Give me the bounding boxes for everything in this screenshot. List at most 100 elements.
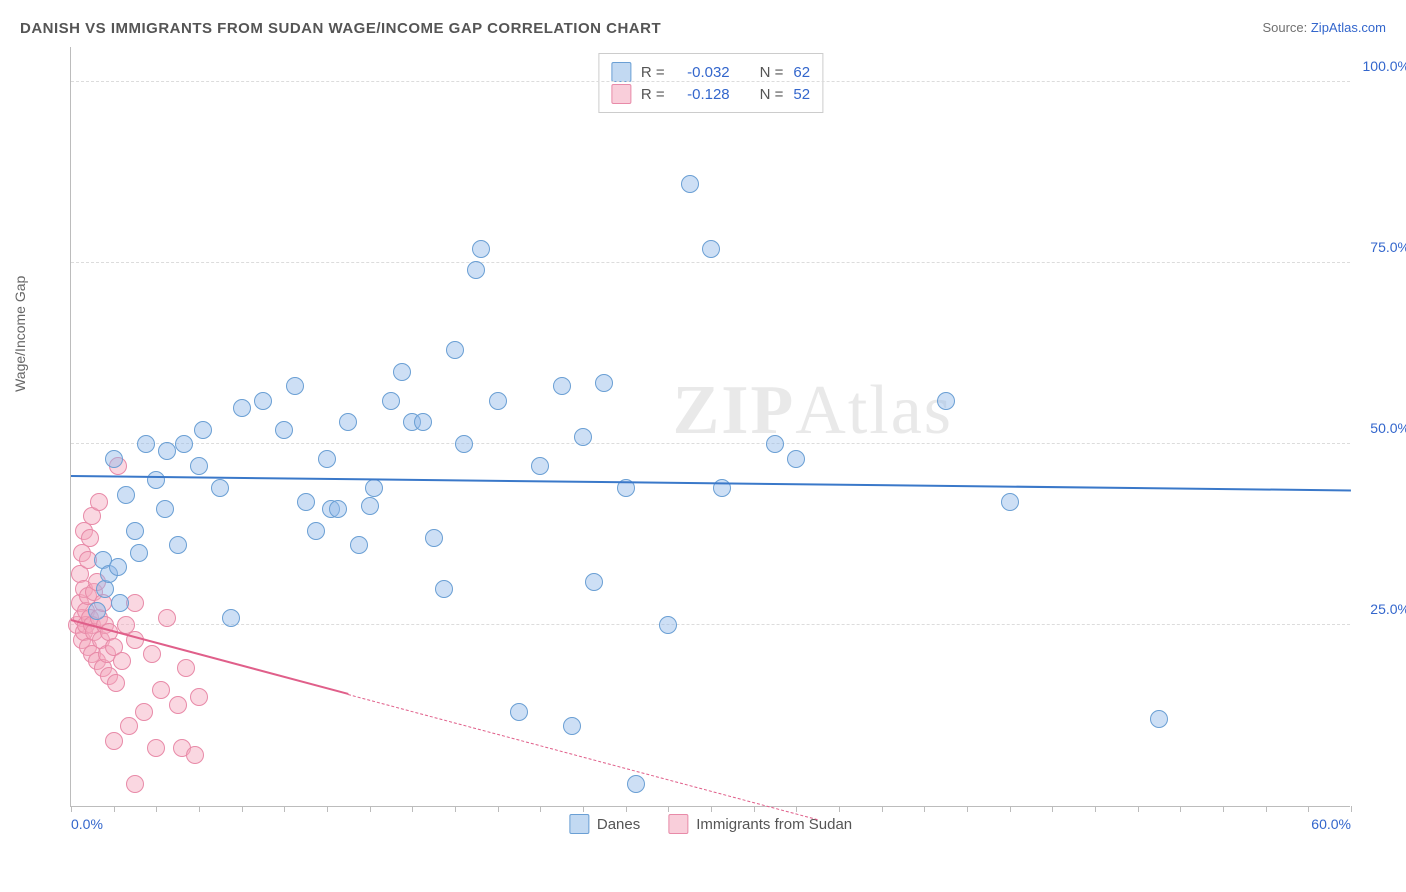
sudan-point — [81, 529, 99, 547]
chart-area: Wage/Income Gap ZIPAtlas R =-0.032N =62R… — [30, 47, 1390, 837]
correlation-stats-box: R =-0.032N =62R =-0.128N =52 — [598, 53, 823, 113]
y-tick-label: 100.0% — [1363, 58, 1406, 74]
sudan-point — [105, 732, 123, 750]
n-label: N = — [760, 64, 784, 81]
danes-point — [659, 616, 677, 634]
danes-point — [472, 240, 490, 258]
sudan-point — [158, 609, 176, 627]
gridline — [71, 624, 1350, 625]
x-tick — [284, 806, 285, 812]
danes-point — [382, 392, 400, 410]
sudan-point — [126, 775, 144, 793]
y-tick-label: 25.0% — [1370, 601, 1406, 617]
x-tick — [71, 806, 72, 812]
danes-point — [361, 497, 379, 515]
x-tick — [1138, 806, 1139, 812]
legend-item-blue: Danes — [569, 814, 640, 834]
r-label: R = — [641, 64, 665, 81]
sudan-point — [143, 645, 161, 663]
danes-point — [169, 536, 187, 554]
danes-point — [175, 435, 193, 453]
gridline — [71, 443, 1350, 444]
sudan-point — [90, 493, 108, 511]
x-tick-label: 0.0% — [71, 816, 103, 832]
danes-point — [105, 450, 123, 468]
danes-point — [318, 450, 336, 468]
danes-point — [563, 717, 581, 735]
danes-point — [297, 493, 315, 511]
danes-point — [627, 775, 645, 793]
sudan-point — [190, 688, 208, 706]
watermark-rest: Atlas — [795, 372, 953, 449]
source-attribution: Source: ZipAtlas.com — [1262, 20, 1386, 35]
danes-point — [111, 594, 129, 612]
sudan-point — [135, 703, 153, 721]
x-tick — [455, 806, 456, 812]
danes-point — [425, 529, 443, 547]
x-tick — [967, 806, 968, 812]
danes-point — [455, 435, 473, 453]
legend-item-pink: Immigrants from Sudan — [668, 814, 852, 834]
danes-point — [414, 413, 432, 431]
danes-point — [88, 602, 106, 620]
danes-point — [158, 442, 176, 460]
scatter-plot: ZIPAtlas R =-0.032N =62R =-0.128N =52 Da… — [70, 47, 1350, 807]
x-tick — [242, 806, 243, 812]
r-value: -0.032 — [675, 64, 730, 81]
x-tick — [583, 806, 584, 812]
danes-point — [435, 580, 453, 598]
danes-point — [190, 457, 208, 475]
danes-point — [350, 536, 368, 554]
x-tick — [199, 806, 200, 812]
danes-point — [446, 341, 464, 359]
x-tick — [1052, 806, 1053, 812]
danes-point — [595, 374, 613, 392]
danes-point — [137, 435, 155, 453]
danes-point — [222, 609, 240, 627]
danes-point — [130, 544, 148, 562]
x-tick — [924, 806, 925, 812]
danes-point — [307, 522, 325, 540]
danes-point — [233, 399, 251, 417]
x-tick — [882, 806, 883, 812]
x-tick — [412, 806, 413, 812]
danes-point — [553, 377, 571, 395]
chart-header: DANISH VS IMMIGRANTS FROM SUDAN WAGE/INC… — [20, 20, 1386, 37]
chart-title: DANISH VS IMMIGRANTS FROM SUDAN WAGE/INC… — [20, 20, 661, 37]
x-tick — [711, 806, 712, 812]
sudan-point — [177, 659, 195, 677]
y-tick-label: 50.0% — [1370, 420, 1406, 436]
gridline — [71, 81, 1350, 82]
y-axis-label: Wage/Income Gap — [12, 276, 28, 392]
source-prefix: Source: — [1262, 20, 1310, 35]
sudan-point — [120, 717, 138, 735]
danes-point — [574, 428, 592, 446]
danes-point — [126, 522, 144, 540]
danes-point — [1150, 710, 1168, 728]
x-tick — [1308, 806, 1309, 812]
sudan-point — [169, 696, 187, 714]
sudan-point — [107, 674, 125, 692]
x-tick — [327, 806, 328, 812]
danes-point — [156, 500, 174, 518]
danes-trendline — [71, 475, 1351, 491]
sudan-point — [147, 739, 165, 757]
x-tick — [1266, 806, 1267, 812]
danes-point — [702, 240, 720, 258]
danes-point — [147, 471, 165, 489]
danes-point — [585, 573, 603, 591]
x-tick-label: 60.0% — [1311, 816, 1351, 832]
danes-point — [393, 363, 411, 381]
y-tick-label: 75.0% — [1370, 239, 1406, 255]
source-link[interactable]: ZipAtlas.com — [1311, 20, 1386, 35]
blue-swatch-icon — [569, 814, 589, 834]
danes-point — [787, 450, 805, 468]
x-tick — [1095, 806, 1096, 812]
danes-point — [681, 175, 699, 193]
danes-point — [489, 392, 507, 410]
x-tick — [114, 806, 115, 812]
x-tick — [1180, 806, 1181, 812]
x-tick — [370, 806, 371, 812]
x-tick — [1351, 806, 1352, 812]
n-label: N = — [760, 86, 784, 103]
